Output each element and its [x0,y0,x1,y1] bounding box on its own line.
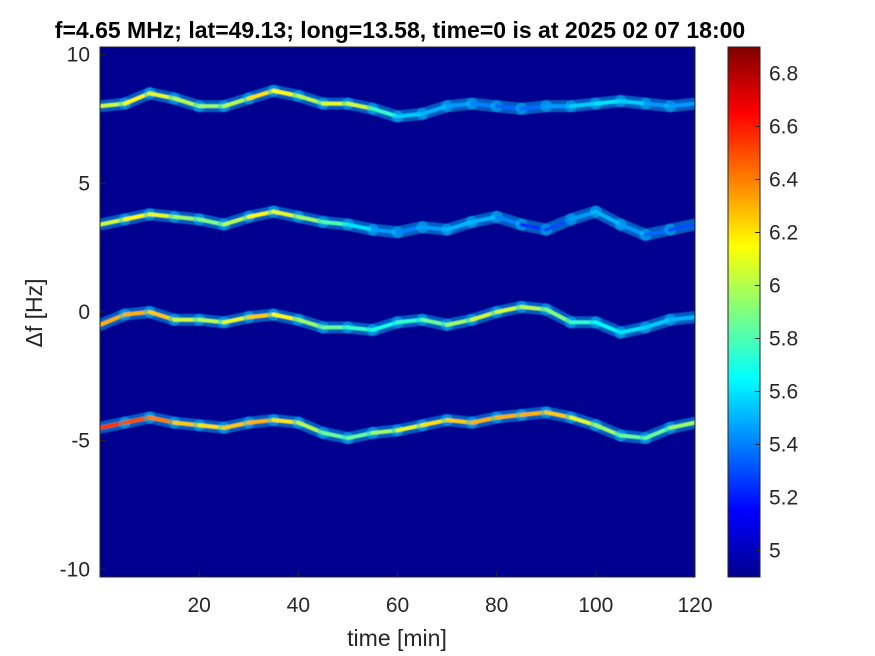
trace-band [100,300,695,339]
trace-band [100,406,695,445]
x-axis-label: time [min] [347,625,447,651]
y-tick-label: -5 [71,430,90,453]
colorbar-tick-label: 5.2 [769,487,798,510]
colorbar-tick-label: 6 [769,275,781,298]
colorbar-tick-label: 5.4 [769,434,799,457]
y-tick-label: 0 [78,301,90,324]
spectrogram-traces [100,84,695,445]
colorbar-tick-label: 5 [769,540,781,563]
plot-background [100,47,695,577]
colorbar [728,47,760,577]
colorbar-tick-label: 6.2 [769,222,798,245]
x-tick-label: 120 [677,594,712,617]
y-tick-label: -10 [60,558,90,581]
colorbar-frame [727,46,761,578]
x-tick-label: 20 [187,594,210,617]
trace-segment [668,420,695,430]
trace-band [100,205,695,241]
colorbar-tick-label: 6.8 [769,63,798,86]
trace-band [100,84,695,123]
y-axis: -10 -5 0 5 10 [60,44,106,581]
chart-title: f=4.65 MHz; lat=49.13; long=13.58, time=… [55,17,745,43]
x-tick-label: 60 [386,594,409,617]
trace-segment [668,222,695,232]
x-axis: 20 40 60 80 100 120 [187,571,713,617]
x-tick-label: 40 [287,594,310,617]
colorbar-tick-label: 6.4 [769,169,799,192]
y-tick-label: 5 [78,172,90,195]
x-tick-label: 100 [578,594,613,617]
trace-segment [668,101,695,109]
colorbar-tick-label: 6.6 [769,116,798,139]
plot-frame [99,46,696,578]
y-tick-label: 10 [67,44,90,67]
colorbar-axis: 5 5.2 5.4 5.6 5.8 6 6.2 6.4 6.6 6.8 [727,46,799,578]
x-tick-label: 80 [485,594,508,617]
colorbar-tick-label: 5.8 [769,328,798,351]
y-axis-label: Δf [Hz] [21,278,47,347]
trace-segment [668,315,695,322]
colorbar-tick-label: 5.6 [769,381,798,404]
